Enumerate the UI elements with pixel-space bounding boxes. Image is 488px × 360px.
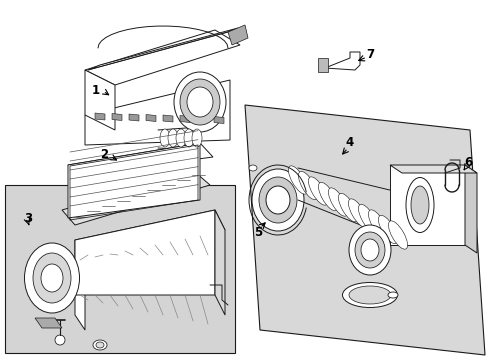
Polygon shape (35, 318, 62, 328)
Text: 5: 5 (253, 225, 262, 238)
Polygon shape (389, 165, 476, 173)
Polygon shape (85, 30, 240, 85)
Ellipse shape (405, 177, 433, 233)
Ellipse shape (308, 177, 327, 205)
Ellipse shape (248, 165, 257, 171)
Polygon shape (88, 28, 238, 70)
Ellipse shape (387, 292, 397, 298)
Polygon shape (215, 210, 224, 315)
Polygon shape (68, 143, 213, 175)
Ellipse shape (186, 87, 213, 117)
Ellipse shape (192, 129, 202, 147)
Polygon shape (68, 143, 200, 218)
Polygon shape (62, 172, 209, 225)
Ellipse shape (387, 221, 407, 249)
Ellipse shape (360, 239, 378, 261)
Polygon shape (75, 240, 85, 330)
Polygon shape (75, 210, 215, 295)
Ellipse shape (41, 264, 63, 292)
Polygon shape (244, 105, 484, 355)
Polygon shape (75, 210, 224, 260)
Ellipse shape (55, 335, 65, 345)
Polygon shape (197, 116, 206, 123)
Ellipse shape (354, 232, 384, 268)
Ellipse shape (183, 129, 194, 147)
Ellipse shape (288, 166, 307, 194)
Ellipse shape (318, 182, 337, 211)
Polygon shape (95, 113, 105, 120)
Ellipse shape (174, 72, 225, 132)
Polygon shape (163, 115, 173, 122)
Ellipse shape (348, 199, 367, 227)
Polygon shape (227, 25, 247, 45)
Ellipse shape (367, 210, 387, 238)
Polygon shape (464, 165, 476, 253)
Ellipse shape (348, 225, 390, 275)
Bar (5, 185, 235, 353)
Text: 3: 3 (24, 211, 32, 225)
Ellipse shape (378, 215, 397, 244)
Polygon shape (180, 116, 190, 122)
Ellipse shape (176, 129, 185, 147)
Polygon shape (85, 70, 115, 130)
Ellipse shape (338, 193, 357, 222)
Polygon shape (129, 114, 139, 121)
Ellipse shape (93, 340, 107, 350)
Ellipse shape (24, 243, 80, 313)
Text: 7: 7 (365, 49, 373, 62)
Ellipse shape (328, 188, 347, 216)
Ellipse shape (265, 186, 289, 214)
Ellipse shape (33, 253, 71, 303)
Ellipse shape (251, 169, 304, 231)
Ellipse shape (96, 342, 104, 348)
Bar (389, 165, 464, 245)
Ellipse shape (160, 129, 170, 147)
Ellipse shape (298, 171, 317, 200)
Polygon shape (146, 114, 156, 122)
Text: 2: 2 (100, 148, 108, 162)
Polygon shape (85, 80, 229, 145)
Polygon shape (112, 113, 122, 121)
Text: 1: 1 (92, 84, 100, 96)
Text: 6: 6 (463, 157, 471, 170)
Ellipse shape (259, 177, 296, 223)
Ellipse shape (342, 283, 397, 307)
Text: 4: 4 (345, 136, 353, 149)
Ellipse shape (180, 79, 220, 125)
Ellipse shape (358, 204, 377, 233)
Polygon shape (214, 117, 224, 123)
Ellipse shape (348, 286, 390, 304)
Ellipse shape (168, 129, 178, 147)
Ellipse shape (410, 186, 428, 224)
Polygon shape (317, 58, 327, 72)
Polygon shape (325, 52, 359, 70)
